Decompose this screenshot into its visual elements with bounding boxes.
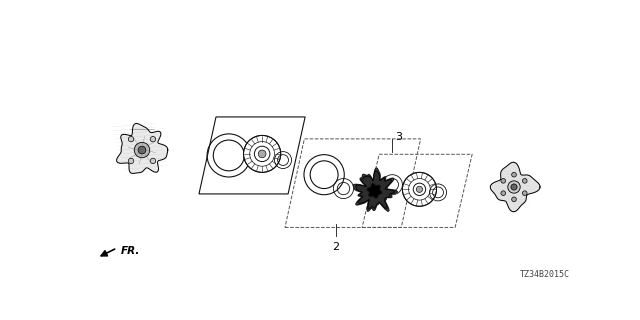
Text: 2: 2 xyxy=(332,242,339,252)
Circle shape xyxy=(511,197,516,202)
Circle shape xyxy=(134,142,150,158)
Circle shape xyxy=(138,146,146,154)
Polygon shape xyxy=(116,124,168,173)
Polygon shape xyxy=(356,171,395,209)
Circle shape xyxy=(508,181,520,193)
Text: FR.: FR. xyxy=(121,246,140,256)
Circle shape xyxy=(403,172,436,206)
Circle shape xyxy=(522,179,527,183)
Circle shape xyxy=(150,158,156,164)
Polygon shape xyxy=(490,162,540,212)
Text: TZ34B2015C: TZ34B2015C xyxy=(520,270,570,279)
Circle shape xyxy=(511,184,517,190)
Circle shape xyxy=(417,186,422,192)
Circle shape xyxy=(501,191,506,196)
Circle shape xyxy=(522,191,527,196)
Polygon shape xyxy=(367,184,381,198)
Circle shape xyxy=(501,179,506,183)
Circle shape xyxy=(129,136,134,142)
Circle shape xyxy=(150,136,156,142)
Circle shape xyxy=(259,150,266,158)
Circle shape xyxy=(129,158,134,164)
Polygon shape xyxy=(353,168,397,211)
Text: 3: 3 xyxy=(396,132,403,142)
Circle shape xyxy=(511,172,516,177)
Circle shape xyxy=(244,135,281,172)
Polygon shape xyxy=(369,185,381,197)
